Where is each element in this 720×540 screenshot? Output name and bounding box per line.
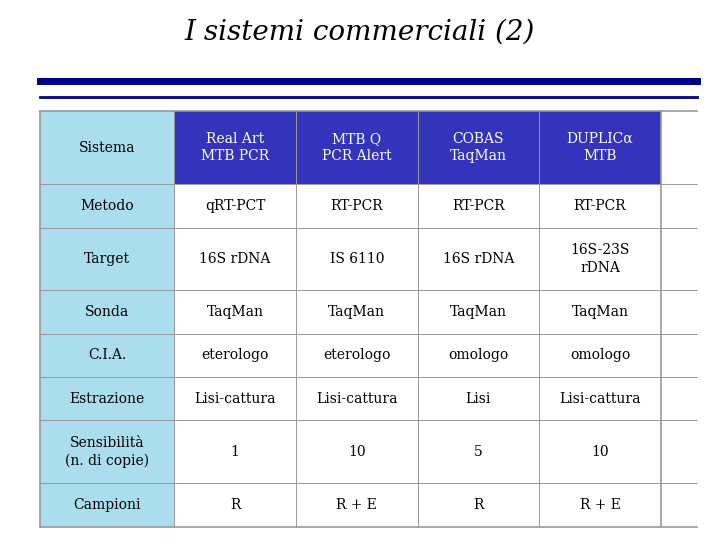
Text: omologo: omologo bbox=[449, 348, 508, 362]
Text: Estrazione: Estrazione bbox=[69, 392, 145, 406]
Text: Campioni: Campioni bbox=[73, 498, 140, 512]
Text: Real Art
MTB PCR: Real Art MTB PCR bbox=[201, 132, 269, 163]
Text: omologo: omologo bbox=[570, 348, 630, 362]
Text: Metodo: Metodo bbox=[80, 199, 134, 213]
Text: 16S rDNA: 16S rDNA bbox=[199, 252, 271, 266]
Text: 5: 5 bbox=[474, 445, 483, 459]
Text: Sensibilità
(n. di copie): Sensibilità (n. di copie) bbox=[65, 436, 149, 468]
Text: Lisi-cattura: Lisi-cattura bbox=[316, 392, 397, 406]
Text: RT-PCR: RT-PCR bbox=[452, 199, 505, 213]
Text: Lisi-cattura: Lisi-cattura bbox=[559, 392, 641, 406]
Text: TaqMan: TaqMan bbox=[450, 305, 507, 319]
Text: R + E: R + E bbox=[336, 498, 377, 512]
Text: RT-PCR: RT-PCR bbox=[574, 199, 626, 213]
Text: eterologo: eterologo bbox=[323, 348, 390, 362]
Text: 10: 10 bbox=[591, 445, 609, 459]
Text: R: R bbox=[473, 498, 484, 512]
Text: TaqMan: TaqMan bbox=[328, 305, 385, 319]
Text: Lisi: Lisi bbox=[466, 392, 491, 406]
Text: 10: 10 bbox=[348, 445, 366, 459]
Text: MTB Q
PCR Alert: MTB Q PCR Alert bbox=[322, 132, 392, 163]
Text: Sonda: Sonda bbox=[85, 305, 129, 319]
Text: 16S-23S
rDNA: 16S-23S rDNA bbox=[570, 244, 630, 275]
Text: I sistemi commerciali (2): I sistemi commerciali (2) bbox=[185, 19, 535, 46]
Text: Lisi-cattura: Lisi-cattura bbox=[194, 392, 276, 406]
Text: 16S rDNA: 16S rDNA bbox=[443, 252, 514, 266]
Text: R: R bbox=[230, 498, 240, 512]
Text: Sistema: Sistema bbox=[78, 140, 135, 154]
Text: DUPLICα
MTB: DUPLICα MTB bbox=[567, 132, 634, 163]
Text: Target: Target bbox=[84, 252, 130, 266]
Text: 1: 1 bbox=[230, 445, 240, 459]
Text: qRT-PCT: qRT-PCT bbox=[205, 199, 266, 213]
Text: COBAS
TaqMan: COBAS TaqMan bbox=[450, 132, 507, 163]
Text: C.I.A.: C.I.A. bbox=[88, 348, 126, 362]
Text: eterologo: eterologo bbox=[202, 348, 269, 362]
Text: TaqMan: TaqMan bbox=[572, 305, 629, 319]
Text: R + E: R + E bbox=[580, 498, 621, 512]
Text: TaqMan: TaqMan bbox=[207, 305, 264, 319]
Text: RT-PCR: RT-PCR bbox=[330, 199, 383, 213]
Text: IS 6110: IS 6110 bbox=[330, 252, 384, 266]
